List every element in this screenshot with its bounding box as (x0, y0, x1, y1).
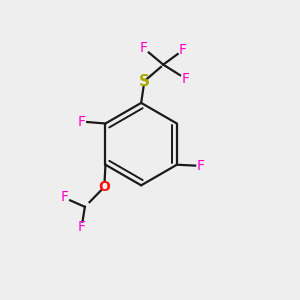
Text: F: F (78, 220, 86, 234)
Text: F: F (77, 115, 85, 129)
Text: F: F (61, 190, 69, 204)
Text: F: F (140, 41, 148, 56)
Text: F: F (181, 72, 189, 86)
Text: F: F (197, 159, 205, 172)
Text: F: F (178, 44, 186, 58)
Text: O: O (98, 180, 110, 194)
Text: S: S (139, 74, 150, 89)
